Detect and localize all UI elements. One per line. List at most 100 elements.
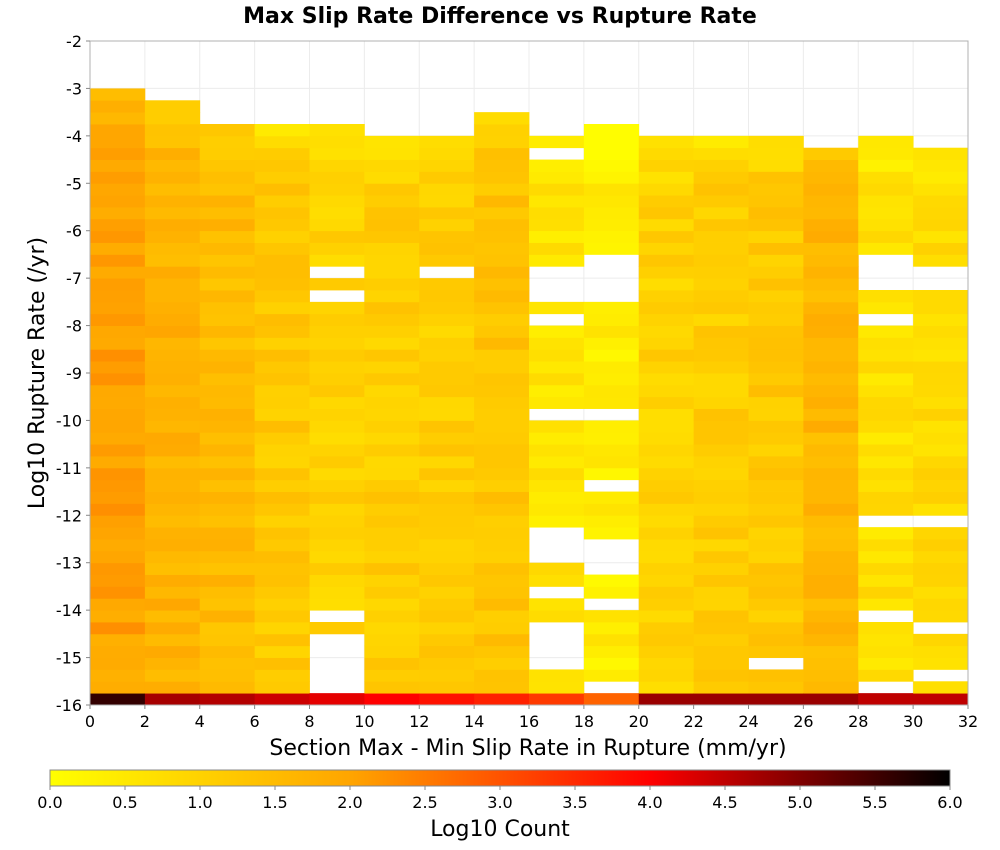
heatmap-cell xyxy=(364,290,420,303)
heatmap-cell xyxy=(583,159,640,172)
heatmap-cell xyxy=(583,384,640,398)
heatmap-cell xyxy=(419,693,475,706)
heatmap-cell xyxy=(748,313,804,326)
colorbar-tick-label: 1.0 xyxy=(187,793,212,812)
y-axis-label: Log10 Rupture Rate (/yr) xyxy=(25,237,50,509)
heatmap-cell xyxy=(309,479,365,492)
heatmap-cell xyxy=(254,669,310,682)
heatmap-cell xyxy=(693,147,749,160)
heatmap-cell xyxy=(419,633,475,647)
heatmap-cell xyxy=(638,207,695,220)
heatmap-cell xyxy=(199,266,256,279)
colorbar-tick-label: 4.5 xyxy=(712,793,737,812)
x-tick-label: 30 xyxy=(903,712,923,731)
heatmap-cell xyxy=(364,456,420,469)
heatmap-cell xyxy=(474,574,530,587)
heatmap-cell xyxy=(90,135,146,149)
heatmap-cell xyxy=(693,230,749,243)
heatmap-cell xyxy=(913,456,969,469)
heatmap-cell xyxy=(144,467,201,481)
heatmap-cell xyxy=(199,301,256,315)
heatmap-cell xyxy=(419,610,475,623)
heatmap-cell xyxy=(803,349,859,362)
heatmap-cell xyxy=(693,432,749,445)
heatmap-cell xyxy=(419,444,475,457)
heatmap-cell xyxy=(693,361,749,374)
heatmap-cell xyxy=(90,669,146,682)
heatmap-cell xyxy=(529,693,585,706)
heatmap-cell xyxy=(419,598,475,611)
heatmap-cell xyxy=(693,467,749,481)
heatmap-cell xyxy=(913,254,969,267)
colorbar-tick-label: 1.5 xyxy=(262,793,287,812)
heatmap-cell xyxy=(803,586,859,599)
heatmap-cell xyxy=(254,242,310,255)
heatmap-cell xyxy=(144,100,201,113)
heatmap-cell xyxy=(693,420,749,433)
heatmap-cell xyxy=(254,373,310,386)
heatmap-cell xyxy=(913,337,969,350)
heatmap-cell xyxy=(90,171,146,184)
heatmap-cell xyxy=(638,550,695,564)
heatmap-cell xyxy=(693,242,749,255)
heatmap-cell xyxy=(90,301,146,315)
heatmap-cell xyxy=(254,313,310,326)
heatmap-cell xyxy=(638,325,695,338)
heatmap-cell xyxy=(144,171,201,184)
heatmap-cell xyxy=(90,586,146,599)
heatmap-cell xyxy=(748,373,804,386)
heatmap-cell xyxy=(803,266,859,279)
heatmap-cell xyxy=(144,278,201,291)
heatmap-cell xyxy=(199,159,256,172)
heatmap-cell xyxy=(199,313,256,326)
heatmap-cell xyxy=(858,373,914,386)
heatmap-cell xyxy=(638,135,695,149)
heatmap-cell xyxy=(419,420,475,433)
heatmap-cell xyxy=(693,325,749,338)
heatmap-cell xyxy=(144,420,201,433)
heatmap-cell xyxy=(90,657,146,670)
heatmap-cell xyxy=(364,230,420,243)
heatmap-cell xyxy=(583,183,640,196)
heatmap-cell xyxy=(309,254,365,267)
colorbar-ticks: 0.0 0.5 1.0 1.5 2.0 2.5 3.0 3.5 4.0 4.5 5.0 5.5 6.0 xyxy=(37,786,963,812)
heatmap-cell xyxy=(638,301,695,315)
y-tick-label: -2 xyxy=(66,32,82,51)
heatmap-cell xyxy=(693,657,749,670)
heatmap-cell xyxy=(419,432,475,445)
heatmap-cell xyxy=(474,207,530,220)
heatmap-cell xyxy=(803,467,859,481)
heatmap-cell xyxy=(90,313,146,326)
heatmap-cell xyxy=(803,681,859,694)
heatmap-cell xyxy=(913,657,969,670)
y-tick-label: -8 xyxy=(66,317,82,336)
heatmap-cell xyxy=(199,349,256,362)
heatmap-cell xyxy=(583,420,640,433)
heatmap-cell xyxy=(529,669,585,682)
x-axis-ticks: 0 2 4 6 8 10 12 14 16 18 20 22 24 26 28 30 32 xyxy=(85,705,978,731)
heatmap-cell xyxy=(364,432,420,445)
heatmap-cell xyxy=(364,645,420,658)
heatmap-cell xyxy=(90,503,146,516)
heatmap-cell xyxy=(309,124,365,137)
heatmap-cell xyxy=(693,171,749,184)
heatmap-cell xyxy=(803,550,859,564)
heatmap-cell xyxy=(693,539,749,552)
heatmap-cell xyxy=(583,657,640,670)
heatmap-cell xyxy=(913,183,969,196)
heatmap-cell xyxy=(90,562,146,575)
heatmap-cell xyxy=(803,159,859,172)
heatmap-cell xyxy=(913,349,969,362)
heatmap-cell xyxy=(583,432,640,445)
heatmap-cell xyxy=(638,622,695,635)
heatmap-cell xyxy=(529,515,585,528)
heatmap-cell xyxy=(254,396,310,409)
heatmap-cell xyxy=(144,230,201,243)
heatmap-cell xyxy=(474,444,530,457)
heatmap-cell xyxy=(748,195,804,208)
heatmap-cell xyxy=(638,266,695,279)
heatmap-cell xyxy=(474,515,530,528)
heatmap-cell xyxy=(913,195,969,208)
heatmap-cell xyxy=(913,242,969,255)
heatmap-cell xyxy=(693,479,749,492)
